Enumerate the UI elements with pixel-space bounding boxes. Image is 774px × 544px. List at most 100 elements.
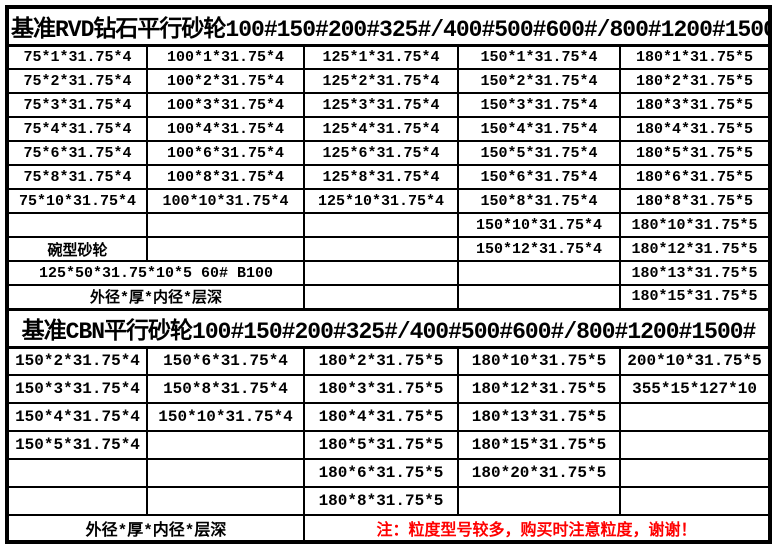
- spec-cell: 75*6*31.75*4: [6, 140, 148, 166]
- spec-cell: 100*2*31.75*4: [146, 68, 305, 94]
- spec-cell: 75*4*31.75*4: [6, 116, 148, 142]
- cbn-section-header-row: 基准CBN平行砂轮100#150#200#325#/400#500#600#/8…: [5, 307, 772, 349]
- cbn-section-title: 基准CBN平行砂轮100#150#200#325#/400#500#600#/8…: [5, 307, 772, 349]
- spec-cell: 180*4*31.75*5: [303, 402, 459, 432]
- spec-cell: 75*2*31.75*4: [6, 68, 148, 94]
- spec-cell: 75*8*31.75*4: [6, 164, 148, 190]
- spec-cell: 150*8*31.75*4: [146, 374, 305, 404]
- empty-cell: [6, 486, 148, 516]
- table-footer-row: 外径*厚*内径*层深 注：粒度型号较多，购买时注意粒度，谢谢！: [6, 514, 772, 543]
- spec-cell: 180*6*31.75*5: [303, 458, 459, 488]
- dimension-legend: 外径*厚*内径*层深: [6, 514, 305, 543]
- spec-cell: 180*3*31.75*5: [303, 374, 459, 404]
- empty-cell: [146, 458, 305, 488]
- spec-cell: 180*2*31.75*5: [618, 68, 772, 94]
- table-row: 150*4*31.75*4 150*10*31.75*4 180*4*31.75…: [6, 402, 772, 432]
- spec-cell: 150*3*31.75*4: [6, 374, 148, 404]
- spec-cell: 180*13*31.75*5: [618, 260, 772, 286]
- table-row: 180*6*31.75*5 180*20*31.75*5: [6, 458, 772, 488]
- bowl-wheel-spec-cell: 125*50*31.75*10*5 60# B100: [6, 260, 305, 286]
- spec-cell: 180*20*31.75*5: [457, 458, 621, 488]
- empty-cell: [457, 260, 621, 286]
- spec-cell: 125*2*31.75*4: [303, 68, 459, 94]
- spec-cell: 180*10*31.75*5: [457, 346, 621, 376]
- table-row: 75*4*31.75*4 100*4*31.75*4 125*4*31.75*4…: [6, 116, 772, 142]
- spec-cell: 180*1*31.75*5: [618, 44, 772, 70]
- table-row: 75*1*31.75*4 100*1*31.75*4 125*1*31.75*4…: [6, 44, 772, 70]
- empty-cell: [6, 458, 148, 488]
- empty-cell: [457, 486, 621, 516]
- spec-cell: 180*5*31.75*5: [303, 430, 459, 460]
- spec-cell: 100*6*31.75*4: [146, 140, 305, 166]
- table-row: 150*10*31.75*4 180*10*31.75*5: [6, 212, 772, 238]
- rvd-section-header-row: 基准RVD钻石平行砂轮100#150#200#325#/400#500#600#…: [5, 5, 772, 47]
- spec-cell: 100*8*31.75*4: [146, 164, 305, 190]
- empty-cell: [146, 212, 305, 238]
- spec-table: 基准RVD钻石平行砂轮100#150#200#325#/400#500#600#…: [5, 5, 773, 544]
- spec-cell: 125*3*31.75*4: [303, 92, 459, 118]
- spec-cell: 125*8*31.75*4: [303, 164, 459, 190]
- table-row: 150*2*31.75*4 150*6*31.75*4 180*2*31.75*…: [6, 346, 772, 376]
- spec-cell: 180*8*31.75*5: [303, 486, 459, 516]
- empty-cell: [618, 458, 772, 488]
- spec-cell: 150*12*31.75*4: [457, 236, 621, 262]
- spec-cell: 150*2*31.75*4: [457, 68, 621, 94]
- spec-cell: 150*2*31.75*4: [6, 346, 148, 376]
- spec-cell: 100*10*31.75*4: [146, 188, 305, 214]
- spec-cell: 150*3*31.75*4: [457, 92, 621, 118]
- empty-cell: [303, 260, 459, 286]
- spec-cell: 150*4*31.75*4: [6, 402, 148, 432]
- rvd-section-title: 基准RVD钻石平行砂轮100#150#200#325#/400#500#600#…: [5, 5, 772, 47]
- table-row: 75*10*31.75*4 100*10*31.75*4 125*10*31.7…: [6, 188, 772, 214]
- spec-cell: 75*1*31.75*4: [6, 44, 148, 70]
- spec-cell: 180*15*31.75*5: [618, 284, 772, 310]
- spec-cell: 180*8*31.75*5: [618, 188, 772, 214]
- table-row: 75*6*31.75*4 100*6*31.75*4 125*6*31.75*4…: [6, 140, 772, 166]
- spec-cell: 125*1*31.75*4: [303, 44, 459, 70]
- spec-cell: 150*1*31.75*4: [457, 44, 621, 70]
- spec-cell: 180*6*31.75*5: [618, 164, 772, 190]
- spec-cell: 150*10*31.75*4: [146, 402, 305, 432]
- spec-cell: 150*4*31.75*4: [457, 116, 621, 142]
- table-row: 125*50*31.75*10*5 60# B100 180*13*31.75*…: [6, 260, 772, 286]
- spec-cell: 180*2*31.75*5: [303, 346, 459, 376]
- spec-cell: 180*10*31.75*5: [618, 212, 772, 238]
- table-row: 75*3*31.75*4 100*3*31.75*4 125*3*31.75*4…: [6, 92, 772, 118]
- empty-cell: [146, 236, 305, 262]
- spec-cell: 150*10*31.75*4: [457, 212, 621, 238]
- spec-cell: 125*10*31.75*4: [303, 188, 459, 214]
- empty-cell: [457, 284, 621, 310]
- table-row: 180*8*31.75*5: [6, 486, 772, 516]
- table-row: 75*2*31.75*4 100*2*31.75*4 125*2*31.75*4…: [6, 68, 772, 94]
- spec-cell: 180*5*31.75*5: [618, 140, 772, 166]
- empty-cell: [303, 284, 459, 310]
- empty-cell: [146, 486, 305, 516]
- spec-cell: 75*10*31.75*4: [6, 188, 148, 214]
- spec-cell: 355*15*127*10: [618, 374, 772, 404]
- grit-warning-note: 注：粒度型号较多，购买时注意粒度，谢谢！: [302, 514, 772, 543]
- bowl-wheel-label: 碗型砂轮: [6, 236, 148, 262]
- empty-cell: [6, 212, 148, 238]
- empty-cell: [303, 236, 459, 262]
- table-row: 75*8*31.75*4 100*8*31.75*4 125*8*31.75*4…: [6, 164, 772, 190]
- empty-cell: [618, 430, 772, 460]
- dimension-legend: 外径*厚*内径*层深: [6, 284, 305, 310]
- spec-cell: 180*3*31.75*5: [618, 92, 772, 118]
- spec-cell: 180*15*31.75*5: [457, 430, 621, 460]
- empty-cell: [146, 430, 305, 460]
- spec-cell: 150*5*31.75*4: [6, 430, 148, 460]
- empty-cell: [618, 402, 772, 432]
- table-row: 150*5*31.75*4 180*5*31.75*5 180*15*31.75…: [6, 430, 772, 460]
- spec-cell: 180*4*31.75*5: [618, 116, 772, 142]
- spec-cell: 125*4*31.75*4: [303, 116, 459, 142]
- spec-cell: 100*1*31.75*4: [146, 44, 305, 70]
- spec-cell: 100*4*31.75*4: [146, 116, 305, 142]
- empty-cell: [303, 212, 459, 238]
- spec-cell: 180*13*31.75*5: [457, 402, 621, 432]
- spec-cell: 200*10*31.75*5: [618, 346, 772, 376]
- spec-cell: 150*6*31.75*4: [457, 164, 621, 190]
- spec-cell: 125*6*31.75*4: [303, 140, 459, 166]
- spec-cell: 180*12*31.75*5: [457, 374, 621, 404]
- spec-cell: 100*3*31.75*4: [146, 92, 305, 118]
